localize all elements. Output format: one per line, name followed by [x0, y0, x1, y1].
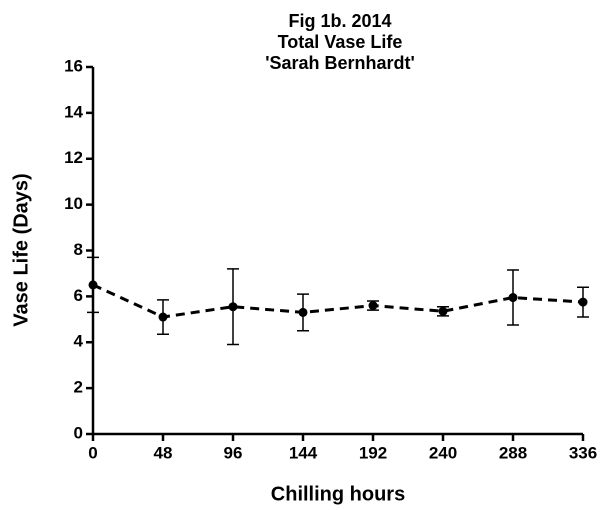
y-tick-label: 4 — [74, 332, 84, 351]
y-tick-label: 10 — [64, 194, 83, 213]
x-tick-label: 240 — [429, 443, 457, 462]
data-point — [578, 297, 588, 307]
chart-title: Fig 1b. 2014 — [288, 11, 391, 31]
x-tick-label: 336 — [569, 443, 597, 462]
data-point — [298, 307, 308, 317]
chart-title: Total Vase Life — [278, 32, 403, 52]
data-point — [368, 301, 378, 311]
data-point — [438, 306, 448, 316]
y-tick-label: 14 — [64, 102, 83, 121]
data-point — [228, 302, 238, 312]
y-tick-label: 0 — [74, 423, 83, 442]
x-tick-label: 96 — [224, 443, 243, 462]
x-tick-label: 192 — [359, 443, 387, 462]
x-tick-label: 48 — [154, 443, 173, 462]
y-axis-label: Vase Life (Days) — [10, 173, 32, 326]
data-point — [158, 312, 168, 322]
data-point — [508, 293, 518, 303]
x-tick-label: 144 — [289, 443, 318, 462]
y-tick-label: 2 — [74, 378, 83, 397]
x-tick-label: 288 — [499, 443, 527, 462]
x-axis-label: Chilling hours — [271, 483, 405, 505]
y-tick-label: 8 — [74, 240, 83, 259]
y-tick-label: 12 — [64, 148, 83, 167]
chart-title: 'Sarah Bernhardt' — [265, 53, 415, 73]
x-tick-label: 0 — [88, 443, 97, 462]
y-tick-label: 6 — [74, 286, 83, 305]
data-line — [92, 283, 584, 319]
y-tick-label: 16 — [64, 56, 83, 75]
data-point — [88, 280, 98, 290]
